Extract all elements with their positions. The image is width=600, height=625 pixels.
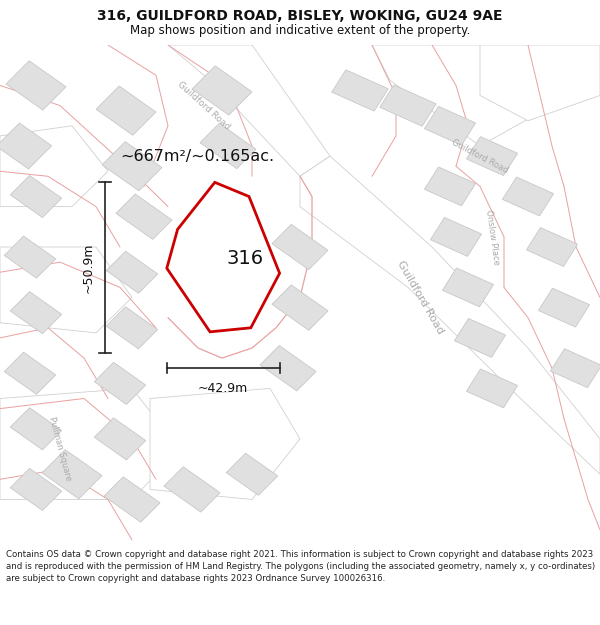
Polygon shape	[116, 194, 172, 239]
Polygon shape	[42, 449, 102, 499]
Polygon shape	[164, 467, 220, 512]
Polygon shape	[0, 123, 52, 169]
Polygon shape	[94, 418, 146, 460]
Polygon shape	[106, 251, 158, 293]
Polygon shape	[260, 346, 316, 391]
Text: ~667m²/~0.165ac.: ~667m²/~0.165ac.	[120, 149, 274, 164]
Polygon shape	[168, 45, 330, 176]
Polygon shape	[424, 167, 476, 206]
Polygon shape	[480, 45, 600, 121]
Polygon shape	[106, 307, 158, 349]
Polygon shape	[167, 182, 280, 332]
Polygon shape	[466, 369, 518, 408]
Polygon shape	[502, 177, 554, 216]
Polygon shape	[104, 477, 160, 522]
Polygon shape	[466, 137, 518, 176]
Polygon shape	[0, 388, 180, 499]
Text: 316, GUILDFORD ROAD, BISLEY, WOKING, GU24 9AE: 316, GUILDFORD ROAD, BISLEY, WOKING, GU2…	[97, 9, 503, 23]
Polygon shape	[454, 319, 506, 357]
Text: Guildford Road: Guildford Road	[395, 259, 445, 336]
Text: ~50.9m: ~50.9m	[81, 242, 94, 293]
Polygon shape	[102, 142, 162, 191]
Polygon shape	[200, 123, 256, 169]
Polygon shape	[4, 236, 56, 278]
Text: Contains OS data © Crown copyright and database right 2021. This information is : Contains OS data © Crown copyright and d…	[6, 550, 595, 583]
Polygon shape	[430, 217, 482, 256]
Polygon shape	[6, 61, 66, 110]
Polygon shape	[94, 362, 146, 404]
Polygon shape	[538, 288, 590, 327]
Text: Map shows position and indicative extent of the property.: Map shows position and indicative extent…	[130, 24, 470, 37]
Text: Guildford Road: Guildford Road	[450, 138, 510, 175]
Polygon shape	[550, 349, 600, 388]
Polygon shape	[10, 408, 62, 450]
Polygon shape	[526, 228, 578, 266]
Polygon shape	[4, 352, 56, 394]
Polygon shape	[272, 285, 328, 330]
Polygon shape	[0, 126, 108, 207]
Polygon shape	[0, 247, 132, 333]
Text: 316: 316	[227, 249, 264, 268]
Polygon shape	[272, 224, 328, 269]
Text: Guildford Road: Guildford Road	[176, 80, 232, 131]
Polygon shape	[442, 268, 494, 307]
Polygon shape	[10, 176, 62, 218]
Polygon shape	[372, 45, 552, 146]
Polygon shape	[300, 156, 600, 474]
Text: Onslow Place: Onslow Place	[484, 209, 500, 265]
Polygon shape	[332, 70, 388, 111]
Polygon shape	[226, 453, 278, 495]
Text: Pullman Square: Pullman Square	[47, 416, 73, 482]
Polygon shape	[192, 66, 252, 115]
Polygon shape	[150, 388, 300, 499]
Polygon shape	[424, 106, 476, 145]
Text: ~42.9m: ~42.9m	[198, 382, 248, 396]
Polygon shape	[10, 468, 62, 511]
Polygon shape	[10, 292, 62, 334]
Polygon shape	[96, 86, 156, 135]
Polygon shape	[380, 85, 436, 126]
